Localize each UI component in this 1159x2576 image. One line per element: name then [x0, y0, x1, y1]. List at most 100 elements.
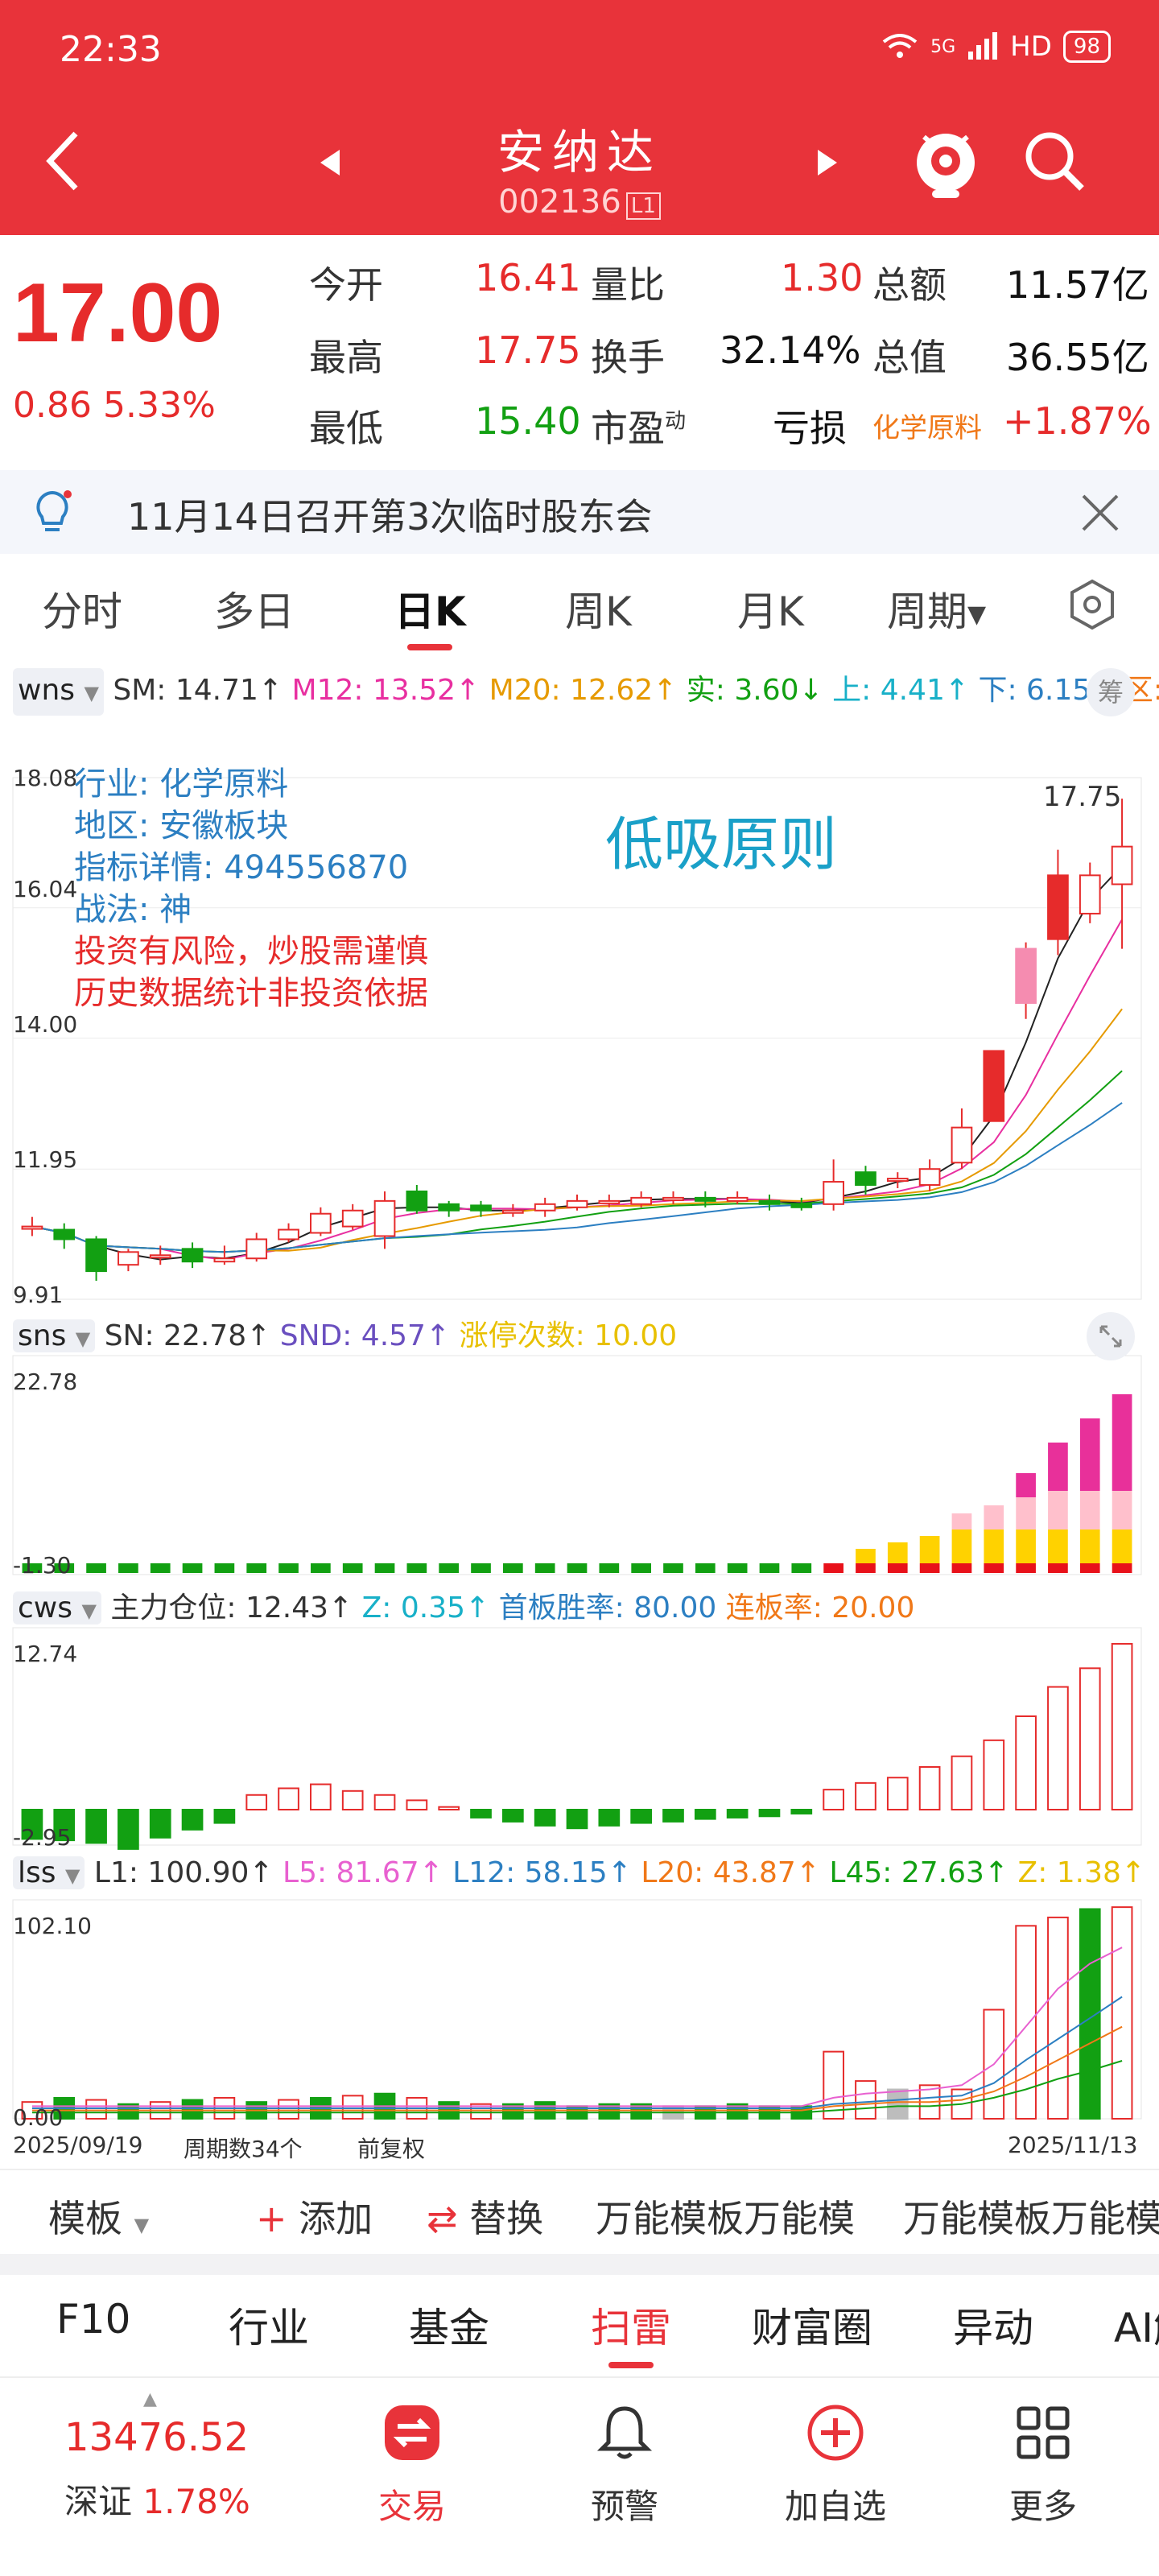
sns-selector[interactable]: sns ▼	[13, 1319, 96, 1352]
sns-bar-14	[471, 1563, 491, 1573]
mascot-icon[interactable]	[909, 121, 982, 201]
cws-panel-frame	[12, 1627, 1142, 1846]
nav-alert[interactable]: 预警	[590, 2487, 658, 2526]
next-stock-icon[interactable]	[815, 148, 839, 177]
signal-icon	[968, 32, 998, 60]
subtab-anomaly[interactable]: 异动	[953, 2305, 1033, 2351]
lss-indicators: L1: 100.90↑ L5: 81.67↑ L12: 58.15↑ L20: …	[94, 1856, 1145, 1889]
index-name: 深证	[64, 2482, 133, 2521]
sns-bar-22	[727, 1563, 748, 1573]
lss-line-1	[31, 1996, 1123, 2109]
notice-bar[interactable]: 11月14日召开第3次临时股东会	[0, 470, 1159, 554]
more-icon[interactable]	[1013, 2402, 1074, 2463]
sns-bar-12	[406, 1563, 427, 1573]
nav-add-watchlist[interactable]: 加自选	[784, 2487, 886, 2526]
cws-bar-23	[758, 1809, 781, 1818]
tab-intraday[interactable]: 分时	[42, 588, 122, 635]
cws-bar-12	[406, 1799, 428, 1811]
tab-period[interactable]: 周期▼	[887, 580, 986, 638]
turnover-rate-value: 32.14%	[720, 328, 861, 372]
cws-indicators: 主力仓位: 12.43↑ Z: 0.35↑ 首板胜率: 80.00 连板率: 2…	[110, 1591, 914, 1624]
high-value: 17.75	[475, 328, 581, 372]
subtab-f10[interactable]: F10	[56, 2296, 131, 2343]
wns-indicators: SM: 14.71↑ M12: 13.52↑ M20: 12.62↑ 实: 3.…	[113, 674, 1159, 707]
subtab-industry[interactable]: 行业	[229, 2305, 309, 2351]
wns-selector[interactable]: wns ▼	[13, 668, 104, 716]
info-detail: 指标详情: 494556870	[74, 849, 409, 886]
tab-daily-k[interactable]: 日K	[394, 588, 466, 635]
candle-body-17	[566, 1199, 588, 1208]
sns-seg-30-1	[984, 1530, 1004, 1563]
template-item-2[interactable]: 万能模板万能模	[903, 2197, 1159, 2240]
sns-seg-28-1	[919, 1536, 940, 1563]
sns-bar-20	[663, 1563, 683, 1573]
sns-bar-18	[599, 1563, 620, 1573]
cws-bar-14	[470, 1809, 492, 1818]
cws-bar-10	[341, 1790, 364, 1811]
tab-weekly-k[interactable]: 周K	[565, 588, 632, 635]
sns-seg-31-1	[1016, 1530, 1036, 1563]
index-info[interactable]: 深证 1.78%	[64, 2475, 250, 2524]
sector-change[interactable]: +1.87%	[1003, 399, 1152, 443]
wns-indicator-3: 实: 3.60↓	[677, 674, 823, 707]
sector-label[interactable]: 化学原料	[872, 412, 982, 444]
tab-multiday[interactable]: 多日	[214, 588, 295, 635]
back-icon[interactable]	[43, 129, 84, 193]
plus-icon: +	[256, 2197, 287, 2240]
candle-body-6	[213, 1257, 236, 1263]
template-dropdown[interactable]: 模板 ▼	[48, 2190, 149, 2243]
sns-bar-11	[374, 1563, 395, 1573]
cws-bar-27	[886, 1777, 909, 1811]
sns-bar-24	[791, 1563, 812, 1573]
candle-body-21	[694, 1196, 716, 1202]
sns-seg-34-3	[1112, 1394, 1132, 1491]
subtab-minesweep[interactable]: 扫雷	[591, 2305, 671, 2351]
add-watchlist-icon[interactable]	[805, 2402, 866, 2463]
wns-name: wns	[18, 674, 76, 707]
lss-bar-8	[278, 2099, 299, 2120]
nav-more[interactable]: 更多	[1008, 2487, 1077, 2526]
index-value[interactable]: 13476.52	[64, 2415, 250, 2460]
cws-bar-24	[790, 1809, 813, 1814]
subtab-ai[interactable]: AI解	[1114, 2305, 1159, 2351]
settings-icon[interactable]	[1066, 578, 1119, 631]
high-label: 最高	[309, 336, 383, 379]
candle-body-22	[726, 1196, 749, 1202]
sns-panel-frame	[12, 1355, 1142, 1575]
subtab-wealth-circle[interactable]: 财富圈	[752, 2305, 872, 2351]
candle-body-13	[438, 1203, 460, 1212]
search-icon[interactable]	[1022, 129, 1087, 193]
chip-button[interactable]: 筹	[1087, 668, 1135, 716]
candle-body-34	[1111, 845, 1133, 886]
expand-icon[interactable]	[1087, 1312, 1135, 1360]
nav-trade[interactable]: 交易	[377, 2487, 446, 2526]
sns-bar-10	[342, 1563, 363, 1573]
replace-button[interactable]: ⇄ 替换	[427, 2190, 543, 2243]
candle-body-29	[951, 1126, 973, 1164]
add-button[interactable]: + 添加	[256, 2190, 373, 2243]
cws-bar-28	[918, 1765, 941, 1810]
trade-icon[interactable]	[382, 2402, 443, 2463]
sns-seg-33-2	[1079, 1491, 1100, 1530]
wns-indicator-2: M20: 12.62↑	[480, 674, 678, 707]
template-item-1[interactable]: 万能模板万能模	[596, 2197, 855, 2240]
lss-selector[interactable]: lss ▼	[13, 1856, 85, 1889]
close-icon[interactable]	[1080, 493, 1120, 533]
sns-seg-31-0	[1016, 1563, 1036, 1573]
prev-stock-icon[interactable]	[319, 148, 343, 177]
sns-bar-2	[86, 1563, 106, 1573]
pe-label: 市盈动	[591, 399, 686, 452]
lss-bar-2	[85, 2099, 107, 2120]
subtab-fund[interactable]: 基金	[409, 2305, 489, 2351]
kline-chart[interactable]	[0, 765, 1159, 2133]
tab-monthly-k[interactable]: 月K	[737, 588, 804, 635]
candle-body-15	[501, 1209, 524, 1214]
cws-selector[interactable]: cws ▼	[13, 1591, 101, 1624]
sns-seg-33-1	[1079, 1530, 1100, 1563]
bell-icon[interactable]	[594, 2402, 655, 2463]
cws-bar-21	[694, 1809, 716, 1820]
wns-indicator-4: 上: 4.41↑	[823, 674, 970, 707]
sns-seg-34-1	[1112, 1530, 1132, 1563]
template-label: 模板	[48, 2197, 122, 2240]
lss-bar-26	[855, 2080, 876, 2120]
